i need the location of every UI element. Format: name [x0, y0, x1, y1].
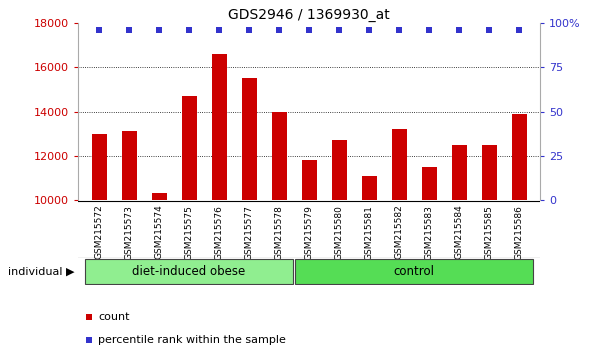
Text: GSM215576: GSM215576 — [215, 205, 223, 259]
Text: individual ▶: individual ▶ — [8, 267, 75, 277]
Text: GSM215572: GSM215572 — [95, 205, 104, 259]
Bar — [212, 54, 227, 354]
Title: GDS2946 / 1369930_at: GDS2946 / 1369930_at — [228, 8, 390, 22]
Text: GSM215586: GSM215586 — [515, 205, 523, 259]
Bar — [242, 78, 257, 354]
Text: GSM215582: GSM215582 — [395, 205, 404, 259]
Bar — [422, 167, 437, 354]
Bar — [452, 145, 467, 354]
Bar — [482, 145, 497, 354]
Text: GSM215584: GSM215584 — [455, 205, 464, 259]
Text: GSM215574: GSM215574 — [155, 205, 163, 259]
Text: control: control — [394, 265, 434, 278]
Bar — [331, 140, 347, 354]
Bar — [121, 131, 137, 354]
Text: GSM215573: GSM215573 — [125, 205, 133, 259]
Bar — [512, 114, 527, 354]
Text: GSM215577: GSM215577 — [245, 205, 254, 259]
Text: percentile rank within the sample: percentile rank within the sample — [98, 335, 286, 346]
Bar — [362, 176, 377, 354]
Bar — [295, 259, 533, 284]
Text: GSM215583: GSM215583 — [425, 205, 434, 259]
Text: GSM215575: GSM215575 — [185, 205, 193, 259]
Bar — [302, 160, 317, 354]
Bar — [91, 133, 107, 354]
Text: GSM215578: GSM215578 — [275, 205, 284, 259]
Text: GSM215581: GSM215581 — [365, 205, 374, 259]
Bar — [392, 129, 407, 354]
Text: GSM215579: GSM215579 — [305, 205, 314, 259]
Text: GSM215580: GSM215580 — [335, 205, 343, 259]
Bar — [151, 193, 167, 354]
Bar — [182, 96, 197, 354]
Bar — [85, 259, 293, 284]
Bar — [271, 112, 287, 354]
Text: diet-induced obese: diet-induced obese — [133, 265, 245, 278]
Text: count: count — [98, 312, 130, 322]
Text: GSM215585: GSM215585 — [485, 205, 494, 259]
